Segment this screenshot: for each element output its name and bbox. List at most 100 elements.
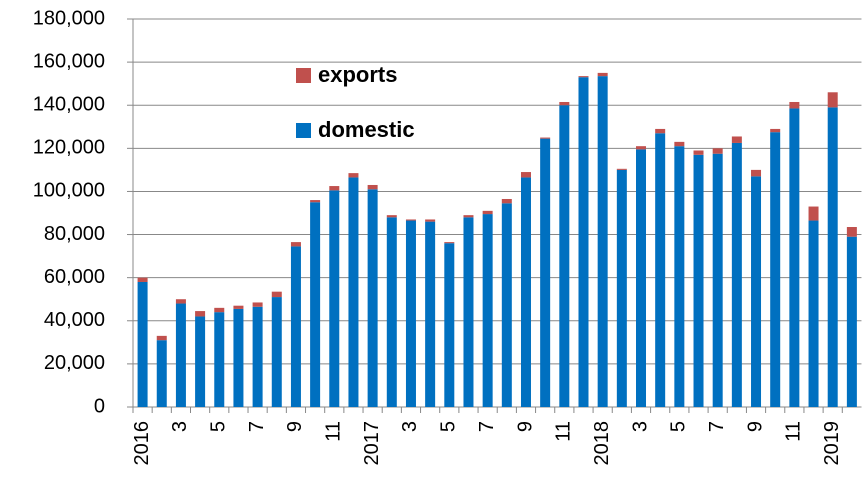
bar-segment — [712, 153, 723, 407]
bar-segment — [233, 308, 244, 407]
bar-segment — [520, 172, 531, 178]
bar-segment — [425, 221, 436, 407]
bar-segment — [405, 220, 416, 407]
bar-segment — [770, 128, 781, 133]
x-tick-label: 9 — [514, 421, 536, 432]
bar-segment — [463, 215, 474, 218]
bar-segment — [616, 169, 627, 407]
bar-segment — [846, 227, 857, 237]
y-tick-label: 180,000 — [33, 7, 105, 29]
bar-segment — [540, 138, 551, 407]
bar-segment — [329, 186, 340, 191]
bar-segment — [214, 312, 225, 407]
bar-segment — [789, 101, 800, 109]
bar-segment — [310, 200, 321, 203]
x-tick-label: 9 — [744, 421, 766, 432]
bar-segment — [827, 92, 838, 108]
bar-segment — [175, 299, 186, 304]
x-tick-label: 2018 — [591, 421, 613, 466]
bar-segment — [271, 297, 282, 407]
y-tick-label: 100,000 — [33, 180, 105, 202]
bar-segment — [463, 217, 474, 407]
bar-segment — [405, 219, 416, 221]
bar-segment — [214, 307, 225, 313]
bar-segment — [540, 137, 551, 139]
bar-segment — [751, 169, 762, 177]
bar-segment — [310, 202, 321, 407]
bar-segment — [482, 210, 493, 215]
bar-segment — [367, 189, 378, 407]
x-tick-label: 2017 — [361, 421, 383, 466]
y-tick-label: 160,000 — [33, 50, 105, 72]
legend-label: domestic — [318, 117, 415, 142]
bar-segment — [156, 335, 167, 341]
x-tick-label: 7 — [476, 421, 498, 432]
bar-segment — [808, 220, 819, 407]
bar-segment — [693, 154, 704, 407]
bar-segment — [674, 146, 685, 407]
bar-segment — [386, 217, 397, 407]
bar-segment — [751, 176, 762, 407]
bar-segment — [386, 215, 397, 218]
legend-swatch — [296, 68, 311, 83]
x-tick-label: 7 — [246, 421, 268, 432]
bar-segment — [846, 236, 857, 407]
y-tick-label: 120,000 — [33, 137, 105, 159]
bar-segment — [482, 214, 493, 407]
bar-segment — [444, 242, 455, 244]
bar-segment — [693, 150, 704, 155]
bar-segment — [789, 108, 800, 407]
bar-segment — [520, 177, 531, 407]
bar-segment — [616, 168, 627, 170]
bar-segment — [712, 148, 723, 154]
x-tick-label: 11 — [783, 421, 805, 442]
bar-segment — [156, 340, 167, 407]
x-tick-label: 7 — [706, 421, 728, 432]
bar-segment — [578, 77, 589, 407]
bar-segment — [137, 277, 148, 282]
y-tick-label: 60,000 — [44, 266, 105, 288]
bar-segment — [559, 105, 570, 407]
bar-segment — [444, 243, 455, 407]
bar-segment — [175, 303, 186, 407]
bar-segment — [731, 136, 742, 143]
y-tick-label: 20,000 — [44, 352, 105, 374]
bar-segment — [271, 291, 282, 298]
bar-segment — [501, 198, 512, 204]
x-tick-label: 2019 — [821, 421, 843, 466]
bar-segment — [252, 306, 263, 407]
bar-segment — [425, 219, 436, 222]
bar-segment — [597, 76, 608, 407]
x-tick-label: 3 — [399, 421, 421, 432]
bar-segment — [195, 311, 206, 317]
bar-segment — [233, 305, 244, 309]
x-tick-label: 5 — [438, 421, 460, 432]
bar-segment — [559, 101, 570, 106]
bar-segment — [731, 142, 742, 407]
y-tick-label: 0 — [94, 395, 105, 417]
bar-segment — [808, 206, 819, 221]
bar-segment — [578, 76, 589, 78]
bar-segment — [597, 72, 608, 77]
legend-swatch — [296, 123, 311, 138]
bar-segment — [655, 128, 666, 134]
y-tick-label: 80,000 — [44, 223, 105, 245]
x-tick-label: 3 — [629, 421, 651, 432]
bar-segment — [636, 149, 647, 407]
bar-segment — [290, 242, 301, 247]
bar-segment — [329, 190, 340, 407]
bar-segment — [348, 173, 359, 178]
x-tick-label: 3 — [169, 421, 191, 432]
x-tick-label: 11 — [323, 421, 345, 442]
bar-segment — [348, 177, 359, 407]
x-tick-label: 5 — [208, 421, 230, 432]
bar-segment — [501, 203, 512, 407]
y-tick-label: 40,000 — [44, 309, 105, 331]
x-tick-label: 11 — [553, 421, 575, 442]
bar-segment — [252, 302, 263, 307]
bar-segment — [195, 316, 206, 407]
bar-segment — [636, 146, 647, 150]
legend-label: exports — [318, 62, 397, 87]
